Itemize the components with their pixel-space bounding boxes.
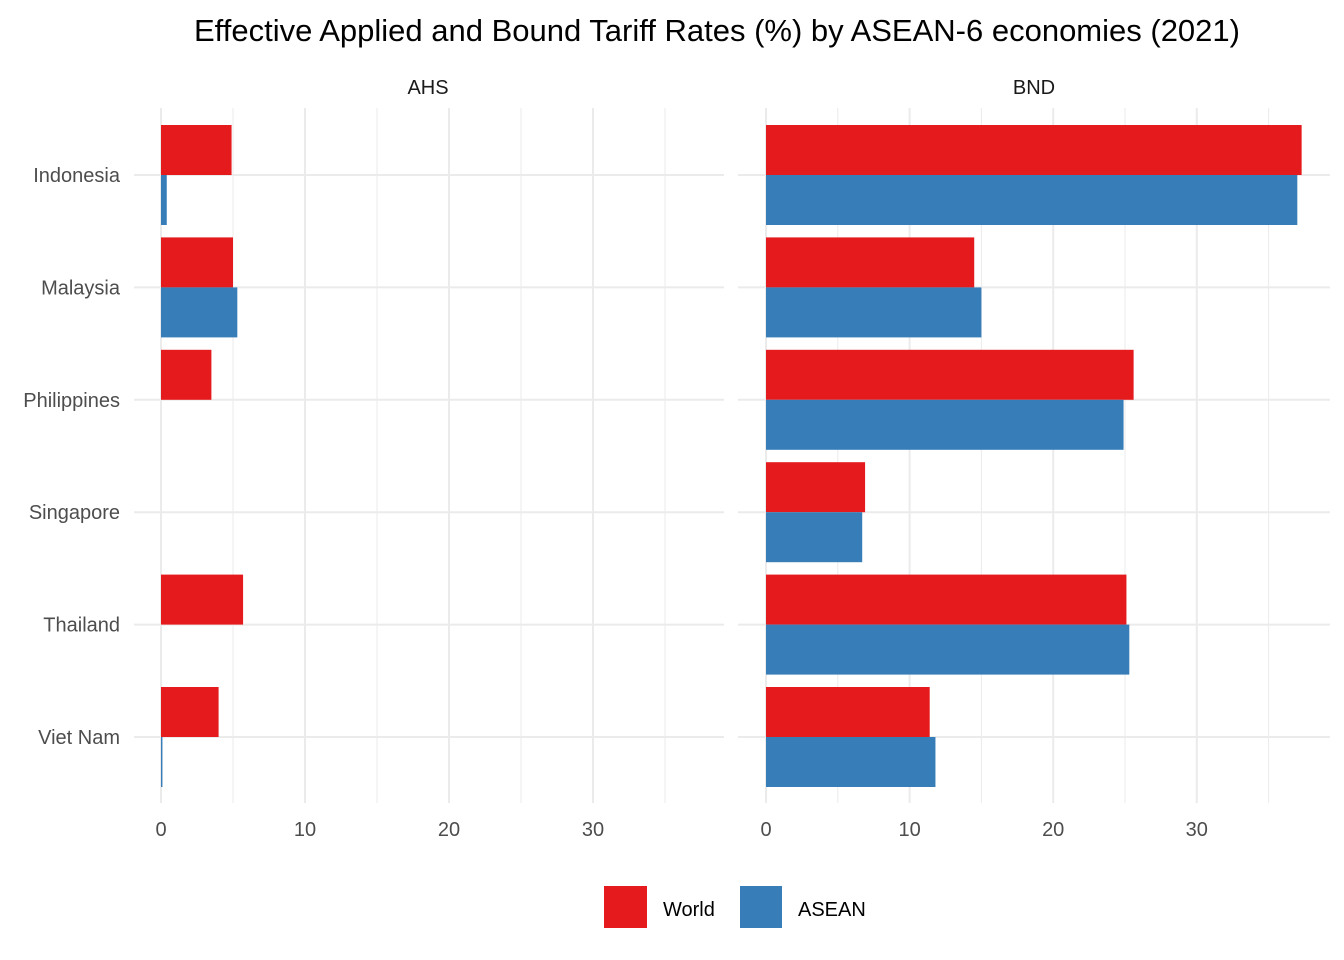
panel-bnd-x-axis: 0 10 20 30 <box>760 819 1207 841</box>
panel-ahs-bars <box>161 125 244 787</box>
legend-label-asean: ASEAN <box>798 899 866 921</box>
panel-strip-bnd: BND <box>1013 77 1055 99</box>
panel-bnd: BND 0 10 20 30 <box>738 77 1330 841</box>
y-tick-label-indonesia: Indonesia <box>33 165 121 187</box>
bar-bnd-indonesia-asean <box>766 175 1298 225</box>
y-tick-label-thailand: Thailand <box>43 615 120 637</box>
x-tick-label: 10 <box>294 819 316 841</box>
legend-label-world: World <box>663 899 715 921</box>
bar-bnd-thailand-world <box>766 574 1127 625</box>
chart-title: Effective Applied and Bound Tariff Rates… <box>194 13 1240 48</box>
panel-ahs: AHS 0 10 20 30 <box>134 77 724 841</box>
bar-ahs-indonesia-world <box>161 125 232 175</box>
bar-ahs-philippines-world <box>161 349 212 400</box>
x-tick-label: 0 <box>155 819 166 841</box>
bar-bnd-thailand-asean <box>766 624 1130 675</box>
legend-key-world <box>604 886 647 928</box>
x-tick-label: 30 <box>1186 819 1208 841</box>
bar-bnd-viet-nam-asean <box>766 737 936 787</box>
bar-ahs-viet-nam-world <box>161 687 219 737</box>
x-tick-label: 30 <box>582 819 604 841</box>
panel-ahs-x-axis: 0 10 20 30 <box>155 819 604 841</box>
bar-ahs-thailand-world <box>161 574 244 625</box>
x-tick-label: 0 <box>760 819 771 841</box>
bar-bnd-singapore-asean <box>766 512 863 563</box>
bar-bnd-viet-nam-world <box>766 687 930 737</box>
bar-bnd-philippines-world <box>766 349 1134 400</box>
x-tick-label: 20 <box>1042 819 1064 841</box>
legend: World ASEAN <box>604 886 866 928</box>
x-tick-label: 20 <box>438 819 460 841</box>
bar-bnd-singapore-world <box>766 462 866 513</box>
bar-bnd-indonesia-world <box>766 125 1302 175</box>
y-axis: Indonesia Malaysia Philippines Singapore Tha… <box>23 165 121 749</box>
legend-key-asean <box>740 886 782 928</box>
panel-bnd-bars <box>766 125 1302 787</box>
bar-ahs-viet-nam-asean <box>161 737 163 787</box>
y-tick-label-malaysia: Malaysia <box>41 277 121 299</box>
bar-bnd-malaysia-asean <box>766 287 982 338</box>
y-tick-label-viet-nam: Viet Nam <box>38 727 120 749</box>
bar-ahs-malaysia-world <box>161 237 233 288</box>
bar-bnd-malaysia-world <box>766 237 975 288</box>
bar-bnd-philippines-asean <box>766 399 1124 450</box>
panel-ahs-grid <box>134 108 724 803</box>
bar-ahs-indonesia-asean <box>161 175 167 225</box>
y-tick-label-singapore: Singapore <box>29 502 120 524</box>
y-tick-label-philippines: Philippines <box>23 390 120 412</box>
x-tick-label: 10 <box>898 819 920 841</box>
panel-strip-ahs: AHS <box>407 77 448 99</box>
bar-ahs-malaysia-asean <box>161 287 238 338</box>
